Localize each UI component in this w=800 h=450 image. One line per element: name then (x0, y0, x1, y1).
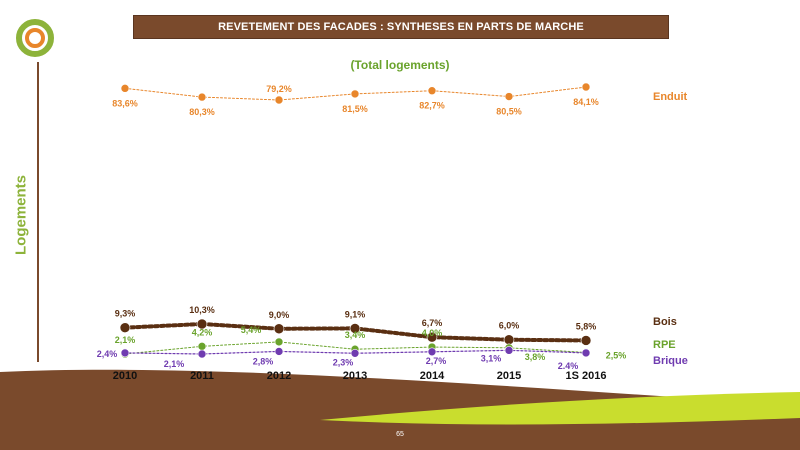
data-label-enduit: 80,5% (496, 107, 522, 117)
data-label-bois: 10,3% (189, 305, 215, 315)
data-point-brique (197, 349, 207, 359)
legend-enduit: Enduit (653, 91, 688, 103)
data-point-bois (273, 323, 285, 335)
vertical-divider (37, 62, 39, 362)
data-label-brique: 2,4% (97, 349, 118, 359)
data-point-enduit (197, 92, 207, 102)
data-point-bois (349, 323, 361, 334)
data-label-enduit: 79,2% (266, 84, 292, 94)
data-label-brique: 2,1% (164, 359, 185, 369)
data-point-enduit (504, 92, 514, 101)
data-point-brique (350, 348, 360, 358)
data-label-bois: 9,1% (345, 309, 366, 319)
data-label-brique: 3,1% (481, 353, 502, 363)
data-label-enduit: 81,5% (342, 104, 368, 114)
data-point-rpe (274, 337, 284, 347)
data-label-brique: 2.4% (558, 361, 579, 371)
legend-brique: Brique (653, 355, 688, 367)
wave-green-shape (320, 392, 800, 425)
data-point-bois (119, 322, 131, 333)
data-label-bois: 9,0% (269, 310, 290, 320)
title-bar: REVETEMENT DES FACADES : SYNTHESES EN PA… (133, 15, 669, 39)
x-tick-label: 2012 (267, 370, 291, 382)
legend-rpe: RPE (653, 339, 676, 351)
data-label-enduit: 80,3% (189, 107, 215, 117)
data-label-rpe: 2,1% (115, 335, 136, 345)
data-point-enduit (120, 84, 130, 93)
wave-brown-shape (0, 369, 800, 450)
data-label-enduit: 84,1% (573, 97, 599, 107)
x-tick-label: 2011 (190, 370, 214, 382)
x-tick-label: 2013 (343, 370, 367, 382)
data-label-enduit: 82,7% (419, 101, 445, 111)
data-label-rpe: 3,4% (345, 330, 366, 340)
data-label-brique: 2,3% (333, 357, 354, 367)
data-label-rpe: 2,5% (606, 351, 627, 361)
data-point-enduit (350, 89, 360, 99)
legend-bois: Bois (653, 316, 677, 328)
data-label-rpe: 4,2% (192, 327, 213, 337)
data-point-enduit (427, 86, 437, 96)
data-label-rpe: 5,4% (241, 325, 262, 335)
logo-icon (16, 19, 54, 57)
data-point-brique (120, 348, 130, 358)
data-point-brique (581, 348, 591, 358)
x-tick-label: 2010 (113, 370, 137, 382)
data-point-bois (580, 335, 592, 346)
data-point-bois (503, 334, 515, 346)
data-point-bois (426, 331, 438, 343)
data-label-bois: 5,8% (576, 321, 597, 331)
data-point-brique (274, 347, 284, 356)
data-label-enduit: 83,6% (112, 98, 138, 108)
x-tick-label: 2015 (497, 370, 521, 382)
x-tick-label: 2014 (420, 370, 445, 382)
data-label-rpe: 4,0% (422, 328, 443, 338)
data-label-bois: 6,7% (422, 318, 443, 328)
data-point-brique (427, 347, 437, 357)
data-point-bois (196, 318, 208, 330)
data-label-bois: 6,0% (499, 321, 520, 331)
chart-title-header: REVETEMENT DES FACADES : SYNTHESES EN PA… (218, 21, 584, 33)
data-point-rpe (197, 342, 207, 351)
chart-subtitle: (Total logements) (350, 58, 450, 72)
data-label-brique: 2,7% (426, 356, 447, 366)
data-point-brique (504, 346, 514, 355)
x-tick-label: 1S 2016 (566, 370, 607, 382)
data-point-enduit (274, 95, 284, 105)
page-number: 65 (396, 431, 404, 438)
data-label-rpe: 3,8% (525, 352, 546, 362)
data-label-bois: 9,3% (115, 309, 136, 319)
data-label-brique: 2,8% (253, 356, 274, 366)
data-point-enduit (581, 82, 591, 92)
